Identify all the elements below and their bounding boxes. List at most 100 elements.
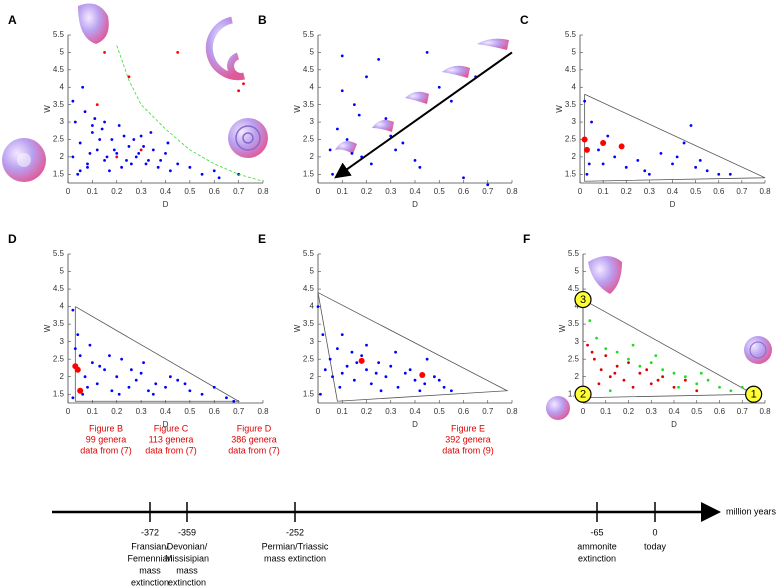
point bbox=[419, 371, 426, 378]
point bbox=[108, 354, 111, 358]
y-axis-label: W bbox=[43, 324, 52, 332]
panel-letter: B bbox=[258, 13, 267, 27]
point bbox=[176, 51, 180, 54]
y-tick-label: 5.5 bbox=[565, 30, 577, 39]
y-tick-label: 5 bbox=[310, 267, 315, 276]
point bbox=[379, 389, 383, 393]
x-tick-label: 0.8 bbox=[257, 187, 269, 196]
point bbox=[168, 375, 172, 379]
y-tick-label: 3.5 bbox=[303, 319, 315, 328]
y-axis-label: W bbox=[558, 324, 567, 332]
x-tick-label: 0.3 bbox=[385, 187, 397, 196]
point bbox=[156, 165, 160, 169]
point bbox=[689, 124, 693, 127]
x-tick-label: 0.7 bbox=[233, 187, 245, 196]
point bbox=[355, 361, 359, 365]
x-tick-label: 0.6 bbox=[209, 187, 221, 196]
point bbox=[142, 361, 145, 365]
point bbox=[374, 371, 378, 375]
point bbox=[384, 117, 388, 120]
point bbox=[698, 158, 702, 162]
boundary-line bbox=[74, 306, 241, 402]
x-tick-label: 0 bbox=[66, 407, 71, 416]
point bbox=[437, 378, 441, 382]
point bbox=[232, 399, 236, 403]
annotation-badge bbox=[745, 385, 763, 403]
x-tick-label: 0.4 bbox=[409, 407, 421, 416]
y-tick-label: 4.5 bbox=[303, 65, 315, 74]
point bbox=[188, 165, 192, 169]
y-tick-label: 5.5 bbox=[303, 30, 315, 39]
figure-note: Figure D bbox=[237, 423, 272, 433]
point bbox=[112, 148, 116, 152]
point bbox=[645, 368, 649, 372]
point bbox=[601, 162, 605, 166]
point bbox=[242, 82, 245, 86]
y-tick-label: 1.5 bbox=[53, 389, 65, 398]
shell-icon bbox=[78, 3, 109, 45]
x-tick-label: 0.1 bbox=[337, 187, 349, 196]
point bbox=[110, 138, 114, 141]
y-tick-label: 2.5 bbox=[53, 354, 65, 363]
y-tick-label: 1.5 bbox=[568, 389, 580, 398]
x-tick-label: 0.5 bbox=[691, 407, 703, 416]
point bbox=[129, 368, 133, 372]
point bbox=[139, 134, 143, 138]
event-label: mass extinction bbox=[264, 553, 326, 563]
x-tick-label: 0.4 bbox=[667, 187, 679, 196]
point bbox=[336, 127, 339, 131]
point bbox=[682, 141, 686, 145]
point bbox=[659, 152, 663, 155]
annotation-label: 1 bbox=[751, 389, 757, 401]
y-tick-label: 3.5 bbox=[53, 100, 65, 109]
point bbox=[647, 172, 651, 176]
point bbox=[88, 343, 92, 347]
point bbox=[319, 392, 322, 396]
x-axis-label: D bbox=[163, 420, 169, 429]
point bbox=[649, 361, 653, 365]
x-tick-label: 0.3 bbox=[646, 407, 658, 416]
point bbox=[117, 124, 121, 127]
point bbox=[81, 85, 85, 89]
point bbox=[365, 368, 368, 372]
point bbox=[122, 134, 126, 138]
point bbox=[627, 361, 630, 365]
point bbox=[583, 146, 590, 153]
point bbox=[338, 385, 342, 389]
point bbox=[212, 169, 216, 173]
point bbox=[71, 396, 75, 400]
point bbox=[95, 148, 99, 152]
point bbox=[212, 385, 216, 389]
point bbox=[622, 378, 626, 382]
shell-icon bbox=[335, 141, 357, 154]
point bbox=[345, 138, 349, 141]
point bbox=[418, 389, 422, 393]
y-tick-label: 3.5 bbox=[565, 100, 577, 109]
x-tick-label: 0.3 bbox=[136, 187, 148, 196]
point bbox=[618, 143, 625, 150]
x-tick-label: 0.3 bbox=[644, 187, 656, 196]
panel-letter: C bbox=[520, 13, 529, 27]
point bbox=[108, 169, 111, 173]
point bbox=[597, 148, 600, 152]
point bbox=[340, 54, 344, 58]
event-label: Devonian/ bbox=[167, 541, 208, 551]
x-axis-label: D bbox=[412, 420, 418, 429]
point bbox=[581, 136, 588, 143]
x-tick-label: 0.8 bbox=[759, 407, 771, 416]
point bbox=[340, 333, 344, 337]
x-tick-label: 0.7 bbox=[482, 407, 494, 416]
x-tick-label: 0.3 bbox=[136, 407, 148, 416]
shell-icon bbox=[749, 341, 767, 359]
event-label: Femennian bbox=[127, 553, 172, 563]
event-label: Fransian/ bbox=[131, 541, 169, 551]
y-tick-label: 2.5 bbox=[565, 135, 577, 144]
shell-illustrations bbox=[2, 3, 772, 420]
point bbox=[147, 389, 150, 393]
boundary-line bbox=[584, 93, 766, 182]
point bbox=[129, 162, 133, 166]
annotation-badge bbox=[574, 290, 592, 309]
event-label: extinction bbox=[168, 577, 206, 587]
y-tick-label: 2 bbox=[572, 152, 577, 161]
